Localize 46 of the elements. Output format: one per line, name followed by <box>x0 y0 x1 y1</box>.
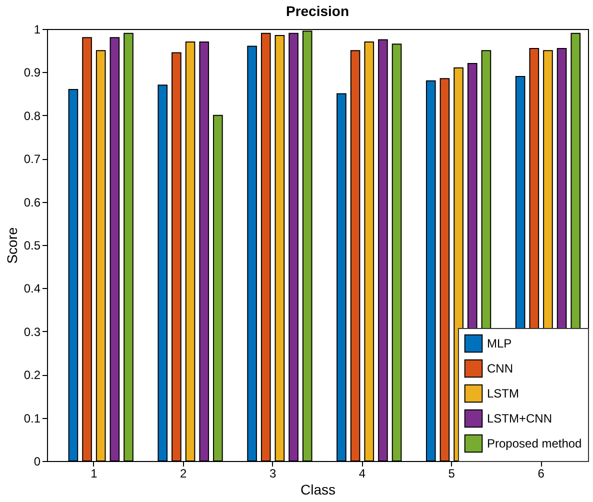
y-tick-label: 0.9 <box>24 66 41 80</box>
bar <box>350 50 360 462</box>
legend-label: Proposed method <box>487 436 582 450</box>
bar <box>260 32 271 462</box>
bar <box>392 44 402 462</box>
x-axis-title: Class <box>300 482 336 498</box>
bar <box>378 39 388 462</box>
y-tick-label: 0.6 <box>24 195 41 210</box>
bar <box>288 32 298 462</box>
bar <box>213 114 223 462</box>
y-tick-label: 0.8 <box>24 108 41 123</box>
bar <box>440 78 450 462</box>
bar <box>96 50 106 462</box>
y-tick-label: 0.2 <box>24 368 41 382</box>
y-tick-label: 0.1 <box>24 411 41 426</box>
legend-label: MLP <box>487 336 512 350</box>
bar <box>82 37 92 462</box>
x-tick-label: 6 <box>538 466 545 480</box>
y-tick-label: 0.5 <box>24 238 41 252</box>
legend-label: CNN <box>487 362 513 376</box>
x-tick-label: 5 <box>448 466 456 480</box>
legend-label: LSTM+CNN <box>487 412 552 426</box>
bar <box>364 41 374 462</box>
bar <box>158 84 168 462</box>
legend-label: LSTM <box>487 386 520 400</box>
bar <box>185 41 196 462</box>
y-tick-label: 1 <box>34 22 41 36</box>
bar <box>110 37 120 462</box>
bar <box>274 34 285 462</box>
bar <box>68 88 78 462</box>
x-tick-label: 1 <box>90 466 98 480</box>
bar <box>199 41 210 462</box>
bar <box>247 46 257 462</box>
y-tick-label: 0.4 <box>24 282 41 296</box>
y-axis-title: Score <box>4 227 20 264</box>
x-tick-label: 3 <box>269 466 276 480</box>
y-tick-label: 0.3 <box>24 324 41 339</box>
x-tick-label: 2 <box>180 466 188 480</box>
y-tick-label: 0.7 <box>24 152 41 166</box>
bar <box>124 32 134 462</box>
bar <box>426 80 436 462</box>
bar <box>336 93 346 462</box>
bar <box>172 52 182 462</box>
x-tick-label: 4 <box>358 466 366 480</box>
chart-title: Precision <box>286 3 350 19</box>
y-tick-label: 0 <box>34 454 41 468</box>
